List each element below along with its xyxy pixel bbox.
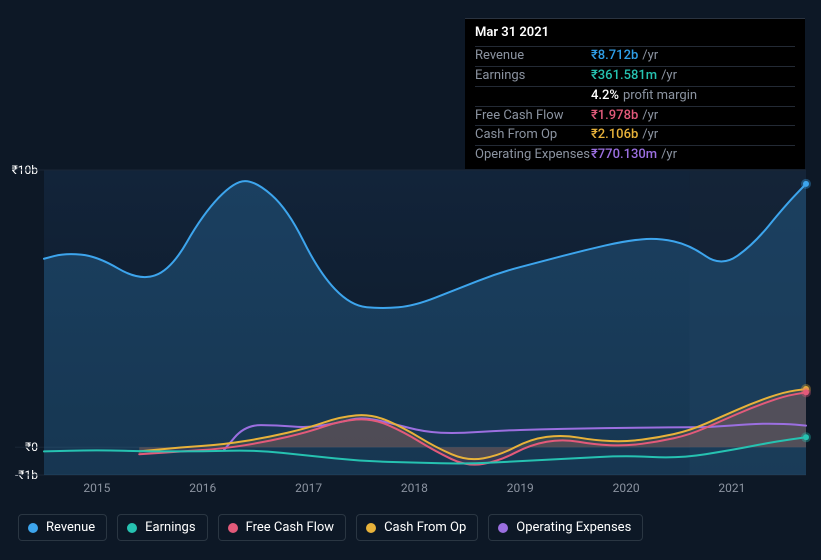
tooltip-row-unit: /yr bbox=[642, 48, 658, 65]
tooltip-row: Operating Expenses₹770.130m/yr bbox=[475, 145, 795, 165]
tooltip-date: Mar 31 2021 bbox=[475, 25, 795, 42]
x-axis-label: 2020 bbox=[613, 481, 640, 495]
legend-item-operating_expenses[interactable]: Operating Expenses bbox=[488, 514, 643, 541]
legend-dot bbox=[498, 523, 508, 533]
tooltip-row-label: Earnings bbox=[475, 68, 591, 85]
tooltip-row-label: Cash From Op bbox=[475, 127, 591, 144]
legend-item-revenue[interactable]: Revenue bbox=[18, 514, 107, 541]
tooltip-row-label: Free Cash Flow bbox=[475, 108, 591, 125]
tooltip-row: 4.2%profit margin bbox=[475, 86, 795, 106]
chart-tooltip: Mar 31 2021Revenue₹8.712b/yrEarnings₹361… bbox=[465, 18, 805, 169]
chart-container: ₹10b₹0-₹1b 2015201620172018201920202021 … bbox=[0, 0, 821, 560]
legend-dot bbox=[127, 523, 137, 533]
tooltip-row-value: ₹770.130m bbox=[591, 147, 657, 164]
legend-item-cash_from_op[interactable]: Cash From Op bbox=[356, 514, 478, 541]
legend-label: Earnings bbox=[145, 520, 195, 535]
x-axis-label: 2018 bbox=[401, 481, 428, 495]
legend-item-free_cash_flow[interactable]: Free Cash Flow bbox=[218, 514, 346, 541]
legend-label: Free Cash Flow bbox=[246, 520, 334, 535]
tooltip-row-unit: /yr bbox=[661, 68, 677, 85]
tooltip-row: Revenue₹8.712b/yr bbox=[475, 46, 795, 66]
tooltip-row: Cash From Op₹2.106b/yr bbox=[475, 125, 795, 145]
x-axis-label: 2015 bbox=[83, 481, 110, 495]
tooltip-row: Free Cash Flow₹1.978b/yr bbox=[475, 106, 795, 126]
chart-legend: Revenue Earnings Free Cash Flow Cash From O… bbox=[18, 514, 643, 541]
tooltip-row-value: ₹1.978b bbox=[591, 108, 638, 125]
tooltip-row-unit: profit margin bbox=[623, 88, 697, 105]
tooltip-row: Earnings₹361.581m/yr bbox=[475, 66, 795, 86]
legend-dot bbox=[28, 523, 38, 533]
legend-dot bbox=[228, 523, 238, 533]
tooltip-row-label: Revenue bbox=[475, 48, 591, 65]
tooltip-row-value: ₹361.581m bbox=[591, 68, 657, 85]
tooltip-row-value: ₹2.106b bbox=[591, 127, 638, 144]
tooltip-row-unit: /yr bbox=[642, 108, 658, 125]
x-axis-label: 2016 bbox=[189, 481, 216, 495]
legend-label: Operating Expenses bbox=[516, 520, 631, 535]
legend-label: Cash From Op bbox=[384, 520, 466, 535]
tooltip-row-unit: /yr bbox=[661, 147, 677, 164]
x-axis-label: 2019 bbox=[507, 481, 534, 495]
legend-item-earnings[interactable]: Earnings bbox=[117, 514, 207, 541]
tooltip-row-value: 4.2% bbox=[591, 88, 619, 105]
legend-dot bbox=[366, 523, 376, 533]
tooltip-row-value: ₹8.712b bbox=[591, 48, 638, 65]
tooltip-row-unit: /yr bbox=[642, 127, 658, 144]
x-axis-label: 2017 bbox=[295, 481, 322, 495]
legend-label: Revenue bbox=[46, 520, 95, 535]
tooltip-row-label: Operating Expenses bbox=[475, 147, 591, 164]
x-axis-label: 2021 bbox=[718, 481, 745, 495]
